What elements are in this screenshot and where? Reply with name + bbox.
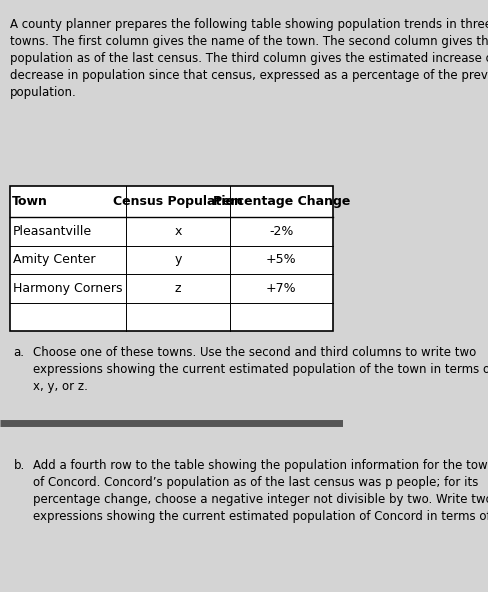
Text: -2%: -2% [269, 225, 293, 238]
Text: Choose one of these towns. Use the second and third columns to write two
express: Choose one of these towns. Use the secon… [33, 346, 488, 392]
Text: Add a fourth row to the table showing the population information for the town
of: Add a fourth row to the table showing th… [33, 459, 488, 523]
Text: x: x [174, 225, 182, 238]
FancyBboxPatch shape [10, 186, 332, 331]
Text: a.: a. [14, 346, 25, 359]
Text: Harmony Corners: Harmony Corners [13, 282, 122, 295]
Text: +7%: +7% [265, 282, 296, 295]
Text: y: y [174, 253, 182, 266]
Text: b.: b. [14, 459, 25, 472]
Text: Amity Center: Amity Center [13, 253, 95, 266]
Text: Census Population: Census Population [113, 195, 243, 208]
Text: z: z [175, 282, 181, 295]
Text: A county planner prepares the following table showing population trends in three: A county planner prepares the following … [10, 18, 488, 99]
Text: Percentage Change: Percentage Change [212, 195, 349, 208]
Text: Pleasantville: Pleasantville [13, 225, 92, 238]
Text: +5%: +5% [265, 253, 296, 266]
Text: Town: Town [12, 195, 48, 208]
